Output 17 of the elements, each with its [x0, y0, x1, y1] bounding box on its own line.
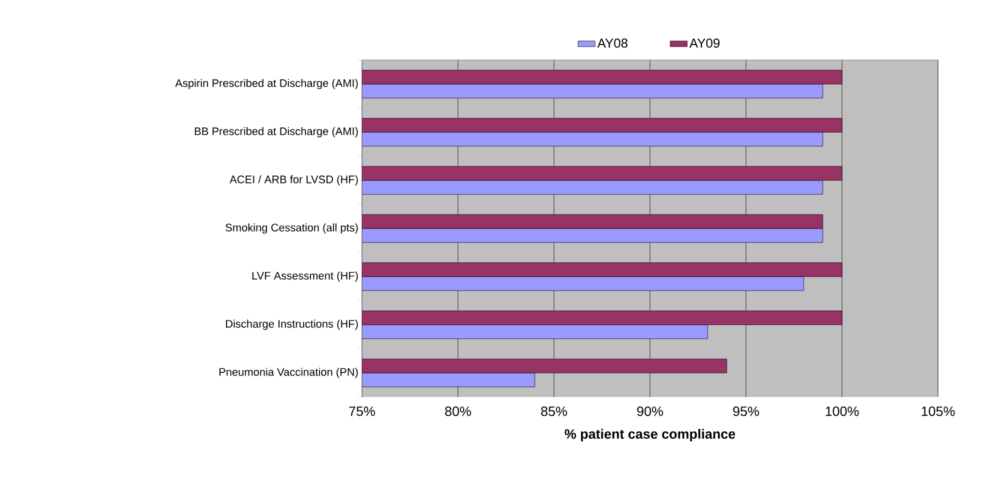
x-tick-label: 80%: [445, 406, 471, 416]
y-tick-label: LVF Assessment (HF): [252, 272, 358, 282]
y-tick-label: ACEI / ARB for LVSD (HF): [230, 175, 358, 186]
x-tick-label: 90%: [637, 406, 663, 416]
y-tick-label: Aspirin Prescribed at Discharge (AMI): [175, 78, 358, 90]
y-tick-label: BB Prescribed at Discharge (AMI): [194, 127, 358, 138]
y-tick-label: Discharge Instructions (HF): [226, 320, 358, 330]
x-tick-label: 75%: [349, 406, 375, 416]
x-axis-title: % patient case compliance: [564, 428, 736, 442]
y-tick-label: Pneumonia Vaccination (PN): [219, 368, 358, 378]
legend-label: AY09: [689, 38, 720, 48]
x-tick-label: 105%: [922, 406, 955, 416]
legend-label: AY08: [597, 38, 628, 48]
y-tick-label: Smoking Cessation (all pts): [226, 223, 358, 234]
x-tick-label: 100%: [826, 406, 859, 416]
x-tick-label: 85%: [541, 406, 567, 416]
x-tick-label: 95%: [733, 406, 759, 416]
